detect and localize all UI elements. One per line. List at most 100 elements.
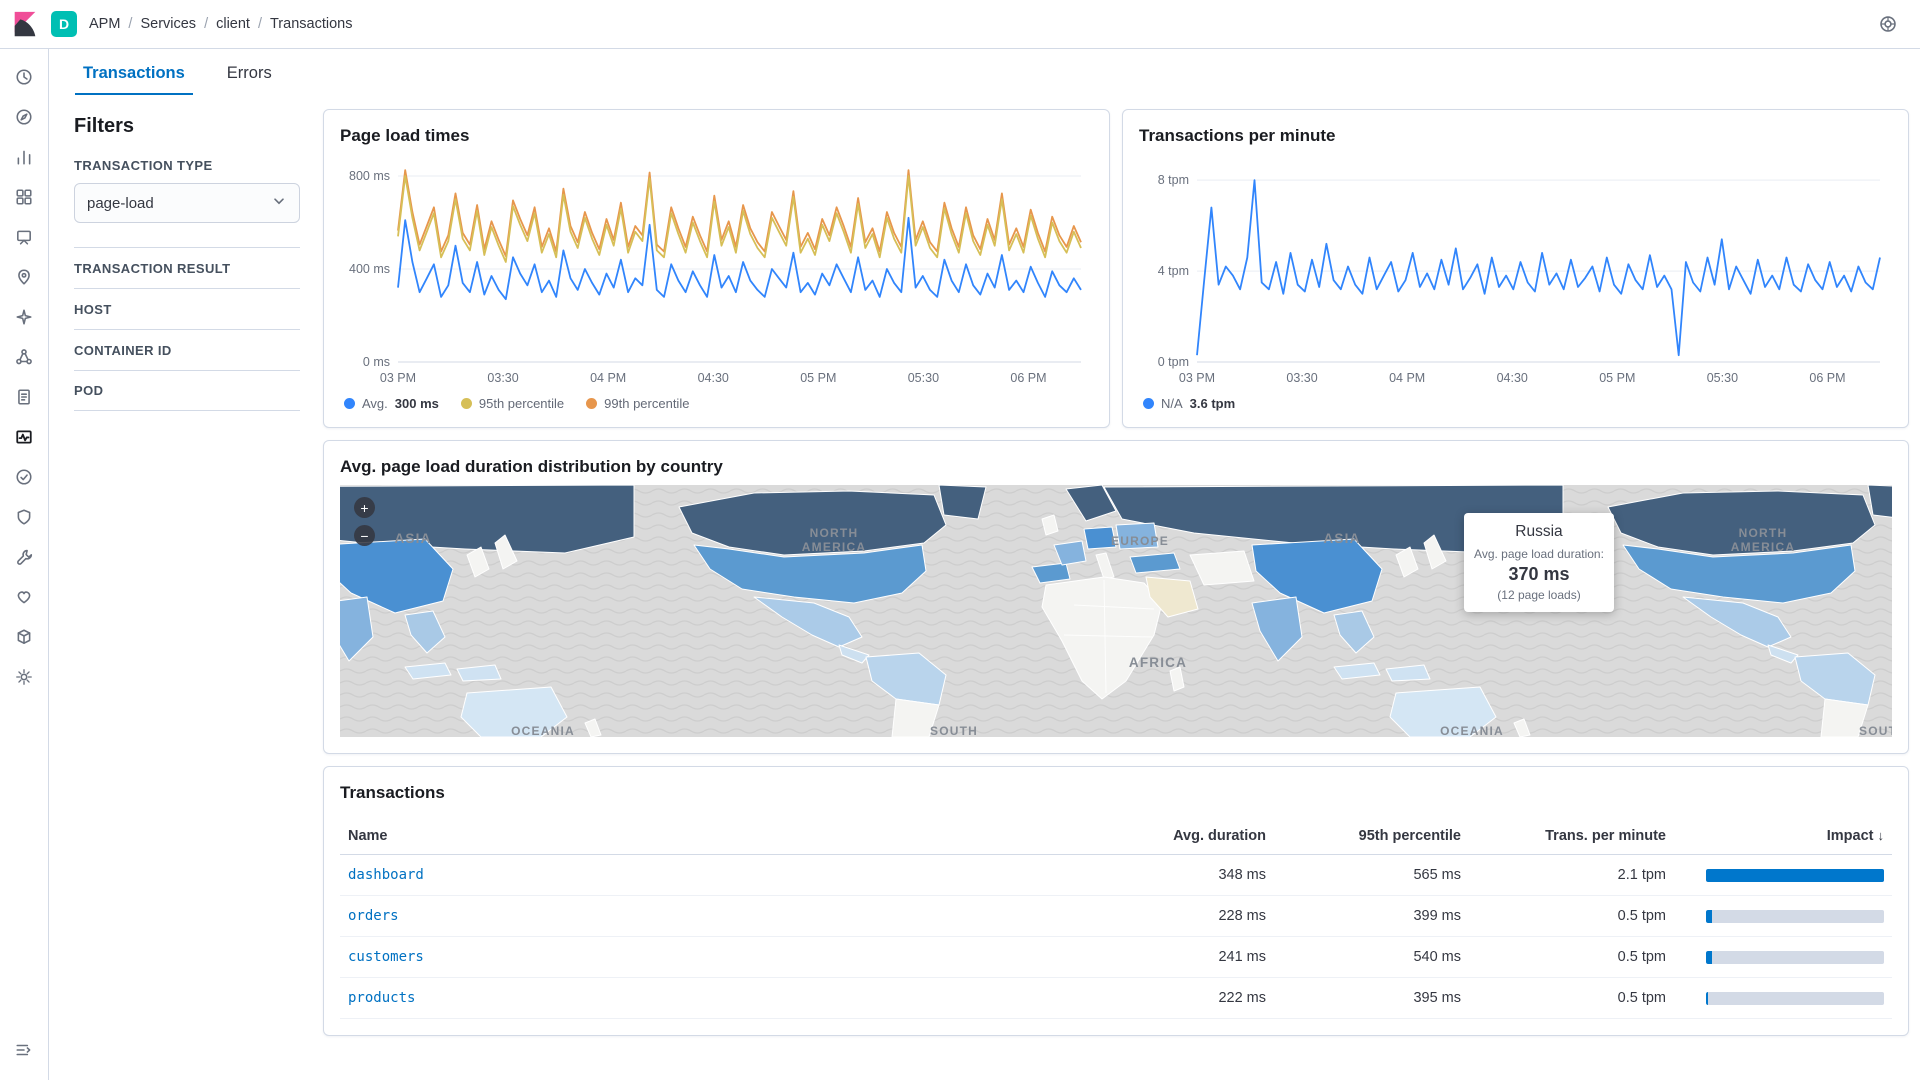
transaction-type-select[interactable]: page-load: [74, 183, 300, 223]
side-navigation-rail: [0, 49, 49, 1080]
impact-bar-track: [1706, 868, 1884, 882]
svg-text:03:30: 03:30: [1286, 371, 1317, 385]
svg-text:0 tpm: 0 tpm: [1158, 355, 1189, 369]
maps-pin-icon[interactable]: [6, 260, 42, 294]
impact-cell: [1666, 868, 1884, 882]
top-bar: D APM / Services / client / Transactions: [0, 0, 1920, 49]
transactions-per-minute-chart: 0 tpm 4 tpm 8 tpm 03 PM 03:30 04 PM 04:30 05 PM…: [1158, 173, 1881, 385]
zoom-in-button[interactable]: +: [354, 497, 375, 518]
legend-item[interactable]: 95th percentile: [460, 396, 564, 411]
svg-text:03 PM: 03 PM: [380, 371, 416, 385]
world-map: ASIA NORTH AMERICA EUROPE AFRICA OCEANIA…: [340, 485, 1892, 737]
logs-icon[interactable]: [6, 380, 42, 414]
help-icon[interactable]: [1872, 8, 1904, 40]
impact-bar-track: [1706, 950, 1884, 964]
breadcrumb-separator: /: [204, 16, 209, 32]
impact-bar-fill: [1706, 909, 1713, 923]
transaction-link[interactable]: customers: [348, 949, 424, 965]
column-header-name[interactable]: Name: [348, 827, 388, 844]
page-load-times-chart: 0 ms 400 ms 800 ms 03 PM 03:30 04 PM 04:30 05 P…: [349, 169, 1082, 385]
kibana-logo[interactable]: [0, 0, 49, 48]
zoom-out-button[interactable]: −: [354, 525, 375, 546]
space-badge[interactable]: D: [51, 11, 77, 37]
transaction-link[interactable]: dashboard: [348, 867, 424, 883]
fleet-package-icon[interactable]: [6, 620, 42, 654]
column-header-avg-duration[interactable]: Avg. duration: [1173, 827, 1266, 844]
recently-viewed-icon[interactable]: [6, 60, 42, 94]
map-tooltip: Russia Avg. page load duration: 370 ms (…: [1464, 513, 1614, 612]
legend-item[interactable]: 99th percentile: [586, 396, 689, 411]
tab-errors[interactable]: Errors: [226, 64, 272, 82]
legend-label: Avg.: [362, 396, 388, 411]
column-header-trans-per-minute[interactable]: Trans. per minute: [1545, 827, 1666, 844]
svg-text:05:30: 05:30: [1707, 371, 1738, 385]
svg-text:05 PM: 05 PM: [800, 371, 836, 385]
svg-text:4 tpm: 4 tpm: [1158, 264, 1189, 278]
p95-cell: 399 ms: [1413, 908, 1461, 924]
discover-compass-icon[interactable]: [6, 100, 42, 134]
table-row: orders 228 ms 399 ms 0.5 tpm: [340, 896, 1892, 937]
avg-duration-cell: 241 ms: [1218, 949, 1266, 965]
legend-value: 3.6 tpm: [1189, 396, 1236, 411]
tooltip-sub: (12 page loads): [1497, 588, 1581, 602]
filters-title: Filters: [74, 115, 135, 137]
column-header-impact[interactable]: Impact ↓: [1826, 827, 1885, 844]
legend-value: 300 ms: [394, 396, 439, 411]
impact-cell: [1666, 991, 1884, 1005]
filter-section-container-id[interactable]: CONTAINER ID: [74, 329, 300, 370]
management-gear-icon[interactable]: [6, 660, 42, 694]
avg-duration-cell: 228 ms: [1218, 908, 1266, 924]
sort-desc-icon: ↓: [1877, 827, 1885, 843]
monitoring-heart-icon[interactable]: [6, 580, 42, 614]
svg-text:03:30: 03:30: [487, 371, 518, 385]
transactions-per-minute-panel: Transactions per minute 0 tpm 4 tpm 8 tpm 0…: [1122, 109, 1909, 428]
legend-label: N/A: [1161, 396, 1183, 411]
svg-text:06 PM: 06 PM: [1010, 371, 1046, 385]
filter-section-pod[interactable]: POD: [74, 370, 300, 411]
transaction-type-label: TRANSACTION TYPE: [74, 158, 213, 173]
graph-network-icon[interactable]: [6, 340, 42, 374]
svg-text:04:30: 04:30: [1497, 371, 1528, 385]
transactions-table-body: dashboard 348 ms 565 ms 2.1 tpm orders 228 ms…: [340, 855, 1892, 1019]
svg-text:8 tpm: 8 tpm: [1158, 173, 1189, 187]
transactions-table-panel: Transactions Name Avg. duration 95th per…: [323, 766, 1909, 1036]
dev-tools-wrench-icon[interactable]: [6, 540, 42, 574]
legend-dot-icon: [586, 398, 598, 409]
main-panels: Page load times 0 ms 400 ms 800 ms 03 PM 03:…: [323, 109, 1909, 1080]
avg-duration-cell: 348 ms: [1218, 867, 1266, 883]
svg-text:05:30: 05:30: [908, 371, 939, 385]
table-row: dashboard 348 ms 565 ms 2.1 tpm: [340, 855, 1892, 896]
tpm-cell: 0.5 tpm: [1617, 949, 1666, 965]
transaction-link[interactable]: products: [348, 990, 416, 1006]
security-shield-icon[interactable]: [6, 500, 42, 534]
breadcrumb-client[interactable]: client: [216, 16, 250, 32]
transactions-table: Name Avg. duration 95th percentile Trans…: [340, 817, 1892, 1019]
breadcrumb-apm[interactable]: APM: [89, 16, 121, 32]
collapse-navigation-icon[interactable]: [6, 1033, 42, 1067]
visualize-chart-icon[interactable]: [6, 140, 42, 174]
dashboard-icon[interactable]: [6, 180, 42, 214]
tooltip-country: Russia: [1515, 523, 1563, 540]
table-row: products 222 ms 395 ms 0.5 tpm: [340, 978, 1892, 1019]
tpm-cell: 0.5 tpm: [1617, 990, 1666, 1006]
choropleth-map: ASIA NORTH AMERICA EUROPE AFRICA OCEANIA…: [340, 485, 1892, 737]
apm-icon[interactable]: [6, 420, 42, 454]
tab-transactions[interactable]: Transactions: [75, 54, 193, 95]
machine-learning-icon[interactable]: [6, 300, 42, 334]
filter-section-host[interactable]: HOST: [74, 288, 300, 329]
transaction-link[interactable]: orders: [348, 908, 399, 924]
p95-cell: 540 ms: [1413, 949, 1461, 965]
chart-legend: Avg. 300 ms 95th percentile 99th percentile: [340, 396, 1093, 411]
filter-section-transaction-result[interactable]: TRANSACTION RESULT: [74, 247, 300, 288]
page-load-map-panel: Avg. page load duration distribution by …: [323, 440, 1909, 754]
tooltip-metric-label: Avg. page load duration:: [1474, 547, 1604, 561]
breadcrumb-services[interactable]: Services: [140, 16, 197, 32]
impact-cell: [1666, 909, 1884, 923]
breadcrumb-separator: /: [128, 16, 133, 32]
tpm-cell: 2.1 tpm: [1617, 867, 1666, 883]
column-header-95th-percentile[interactable]: 95th percentile: [1358, 827, 1461, 844]
legend-item[interactable]: N/A 3.6 tpm: [1143, 396, 1235, 411]
canvas-icon[interactable]: [6, 220, 42, 254]
uptime-icon[interactable]: [6, 460, 42, 494]
legend-item[interactable]: Avg. 300 ms: [344, 396, 439, 411]
